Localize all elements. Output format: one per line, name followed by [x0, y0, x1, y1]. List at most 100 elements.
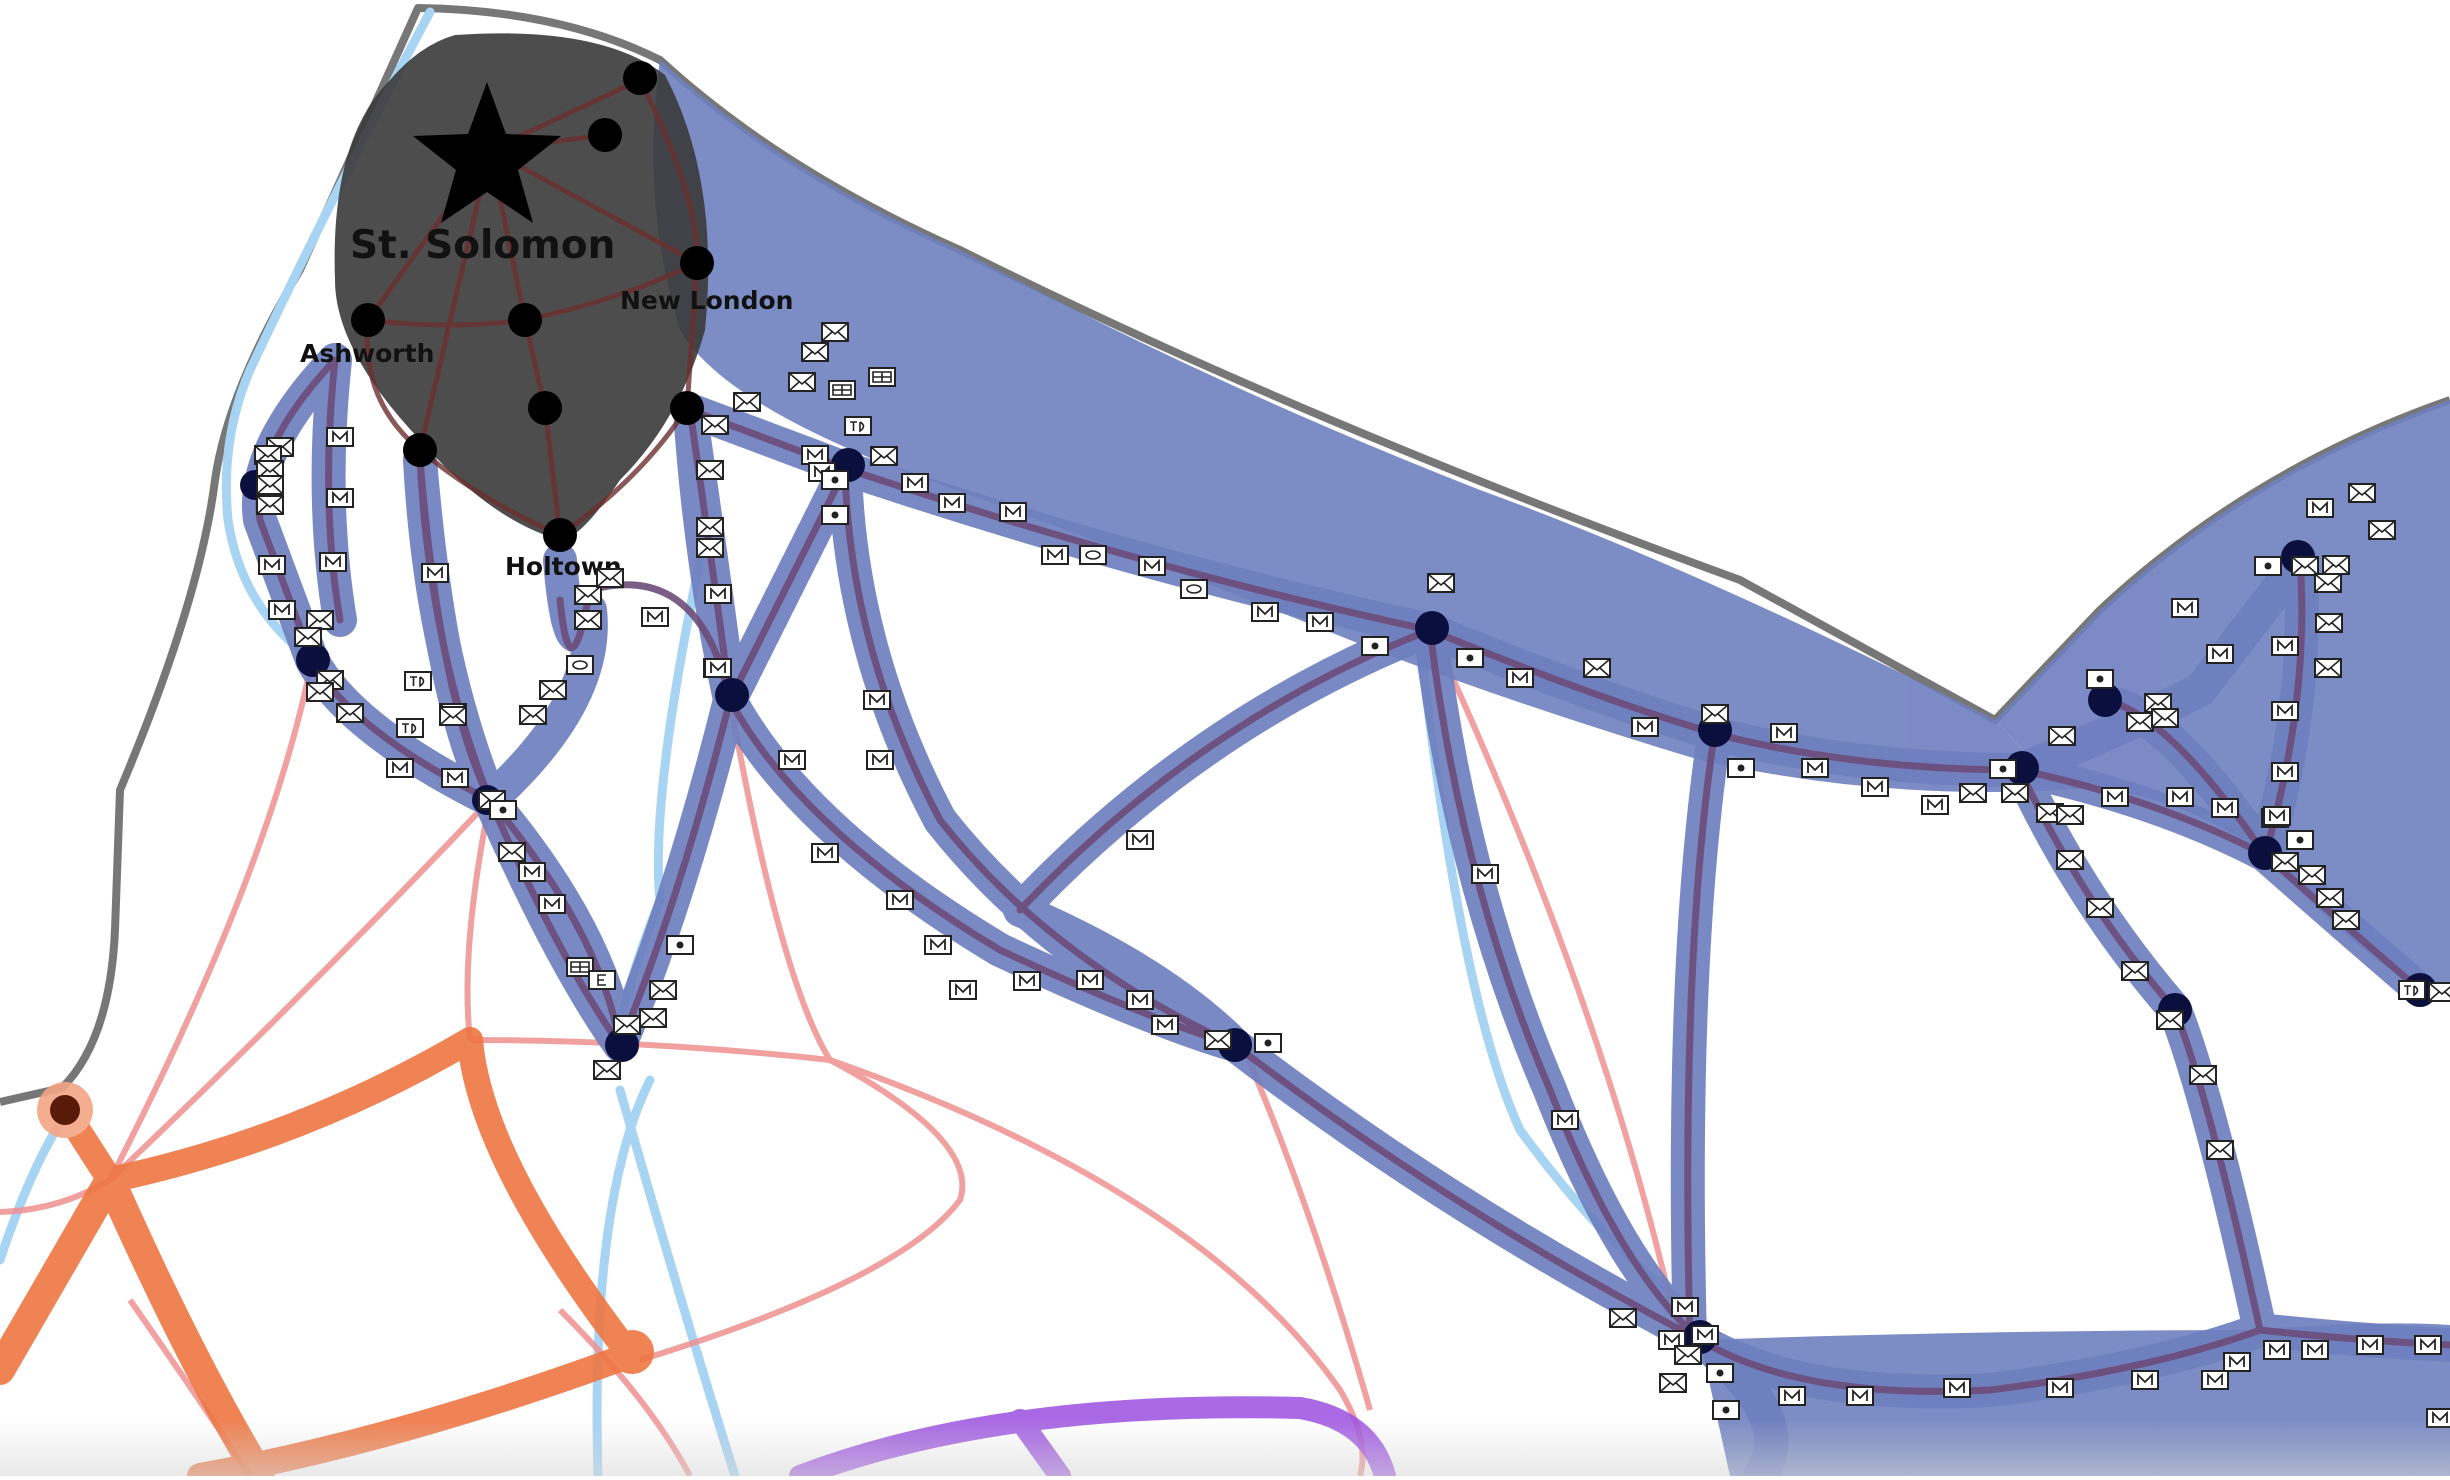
city-node[interactable]	[623, 61, 657, 95]
city-node[interactable]	[528, 391, 562, 425]
depot-node[interactable]	[2088, 683, 2122, 717]
dot-box-icon	[821, 505, 849, 525]
letter-m-icon	[999, 502, 1027, 522]
envelope-icon	[2314, 573, 2342, 593]
letter-m-icon	[1631, 717, 1659, 737]
letter-m-icon	[1658, 1330, 1686, 1350]
letter-m-icon	[258, 555, 286, 575]
envelope-icon	[696, 538, 724, 558]
dot-box-icon	[666, 935, 694, 955]
city-node[interactable]	[508, 303, 542, 337]
letter-m-icon	[949, 980, 977, 1000]
envelope-icon	[294, 627, 322, 647]
letter-m-icon	[2301, 1340, 2329, 1360]
letter-m-icon	[2166, 787, 2194, 807]
letter-m-icon	[863, 690, 891, 710]
envelope-icon	[2348, 483, 2376, 503]
envelope-icon	[2368, 520, 2396, 540]
city-node[interactable]	[543, 518, 577, 552]
city-label-new-london: New London	[620, 286, 793, 315]
letter-m-icon	[1126, 830, 1154, 850]
envelope-icon	[2144, 693, 2172, 713]
city-node[interactable]	[680, 246, 714, 280]
letter-m-icon	[641, 607, 669, 627]
cargo-layer	[254, 322, 2450, 1428]
envelope-icon	[256, 475, 284, 495]
envelope-icon	[649, 980, 677, 1000]
dot-box-icon	[821, 470, 849, 490]
letter-m-icon	[1770, 723, 1798, 743]
envelope-icon	[2316, 888, 2344, 908]
highway-layer	[0, 1027, 654, 1480]
envelope-icon	[519, 705, 547, 725]
td-box-icon	[2398, 980, 2426, 1000]
city-node[interactable]	[50, 1095, 80, 1125]
envelope-icon	[2314, 658, 2342, 678]
envelope-icon	[2206, 1140, 2234, 1160]
envelope-icon	[2001, 783, 2029, 803]
envelope-icon	[2056, 805, 2084, 825]
depot-node[interactable]	[296, 643, 330, 677]
letter-m-icon	[1551, 1110, 1579, 1130]
dot-box-icon	[1456, 648, 1484, 668]
envelope-icon	[2156, 1010, 2184, 1030]
envelope-icon	[256, 495, 284, 515]
letter-m-icon	[441, 768, 469, 788]
envelope-icon	[2121, 961, 2149, 981]
letter-m-icon	[811, 843, 839, 863]
depot-node[interactable]	[715, 678, 749, 712]
dot-box-icon	[1706, 1363, 1734, 1383]
letter-m-icon	[2356, 1335, 2384, 1355]
letter-m-icon	[1861, 777, 1889, 797]
letter-m-icon	[1306, 612, 1334, 632]
letter-m-icon	[1921, 795, 1949, 815]
letter-m-icon	[1126, 990, 1154, 1010]
envelope-icon	[2315, 613, 2343, 633]
letter-m-icon	[2426, 1408, 2450, 1428]
postcard-icon	[1180, 579, 1208, 599]
envelope-icon	[2126, 712, 2154, 732]
city-node[interactable]	[351, 303, 385, 337]
letter-m-icon	[2101, 787, 2129, 807]
letter-m-icon	[421, 563, 449, 583]
letter-m-icon	[1471, 864, 1499, 884]
envelope-icon	[2151, 708, 2179, 728]
letter-m-icon	[704, 658, 732, 678]
envelope-icon	[2189, 1065, 2217, 1085]
letter-m-icon	[866, 750, 894, 770]
envelope-icon	[1659, 1373, 1687, 1393]
envelope-icon	[1609, 1308, 1637, 1328]
envelope-icon	[701, 415, 729, 435]
envelope-icon	[439, 706, 467, 726]
td-box-icon	[404, 671, 432, 691]
letter-m-icon	[2206, 644, 2234, 664]
envelope-icon	[2298, 865, 2326, 885]
letter-m-icon	[1076, 970, 1104, 990]
letter-m-icon	[2223, 1352, 2251, 1372]
letter-m-icon	[801, 445, 829, 465]
envelope-icon	[2271, 852, 2299, 872]
envelope-icon	[801, 342, 829, 362]
letter-m-icon	[1691, 1325, 1719, 1345]
envelope-icon	[2332, 910, 2360, 930]
depot-node[interactable]	[605, 1028, 639, 1062]
envelope-icon	[574, 610, 602, 630]
envelope-icon	[336, 703, 364, 723]
city-label-ashworth: Ashworth	[300, 339, 434, 368]
letter-m-icon	[1943, 1378, 1971, 1398]
letter-m-icon	[2211, 798, 2239, 818]
envelope-icon	[1674, 1345, 1702, 1365]
city-node[interactable]	[670, 391, 704, 425]
parcel-icon	[828, 380, 856, 400]
depot-node[interactable]	[1415, 611, 1449, 645]
city-node[interactable]	[588, 118, 622, 152]
dot-box-icon	[489, 800, 517, 820]
star-icon	[413, 82, 561, 223]
city-node[interactable]	[403, 433, 437, 467]
letter-m-icon	[886, 890, 914, 910]
letter-m-icon	[386, 758, 414, 778]
envelope-icon	[821, 322, 849, 342]
envelope-icon	[2428, 982, 2450, 1002]
